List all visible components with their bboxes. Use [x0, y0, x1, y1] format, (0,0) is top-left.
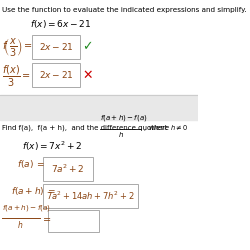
Text: Find f(a),  f(a + h),  and the difference quotient: Find f(a), f(a + h), and the difference …: [2, 125, 167, 131]
FancyBboxPatch shape: [32, 35, 80, 59]
Text: $f(a+h)-f(a)$: $f(a+h)-f(a)$: [100, 113, 148, 123]
Text: $h$: $h$: [18, 219, 24, 230]
Text: $f(a+h)-f(a)$: $f(a+h)-f(a)$: [2, 203, 51, 213]
Text: $f(a+h)\;=$: $f(a+h)\;=$: [11, 185, 56, 197]
Bar: [0, 95, 198, 120]
Text: ✓: ✓: [82, 40, 93, 54]
Text: $f\!\left(\dfrac{x}{3}\right)=$: $f\!\left(\dfrac{x}{3}\right)=$: [2, 36, 32, 58]
Text: $f(x) = 6x - 21$: $f(x) = 6x - 21$: [30, 18, 91, 30]
Text: $7a^2 + 14ah + 7h^2 + 2$: $7a^2 + 14ah + 7h^2 + 2$: [46, 190, 134, 202]
Text: $h$: $h$: [118, 130, 124, 139]
FancyBboxPatch shape: [43, 184, 138, 208]
Text: $f(x) = 7x^2 + 2$: $f(x) = 7x^2 + 2$: [22, 140, 82, 153]
FancyBboxPatch shape: [48, 210, 99, 232]
Text: $\dfrac{f(x)}{3}=$: $\dfrac{f(x)}{3}=$: [2, 64, 31, 89]
Text: $2x - 21$: $2x - 21$: [39, 42, 74, 52]
Text: ✕: ✕: [82, 68, 93, 82]
Text: $,\;where\;h\neq 0$: $,\;where\;h\neq 0$: [143, 123, 188, 133]
Text: $2x - 21$: $2x - 21$: [39, 70, 74, 80]
FancyBboxPatch shape: [43, 157, 93, 181]
FancyBboxPatch shape: [32, 63, 80, 87]
Text: Use the function to evaluate the indicated expressions and simplify.: Use the function to evaluate the indicat…: [2, 7, 246, 13]
Text: $=$: $=$: [41, 214, 52, 224]
Text: $f(a)\;=$: $f(a)\;=$: [18, 158, 46, 170]
Text: $7a^2 + 2$: $7a^2 + 2$: [51, 163, 85, 175]
